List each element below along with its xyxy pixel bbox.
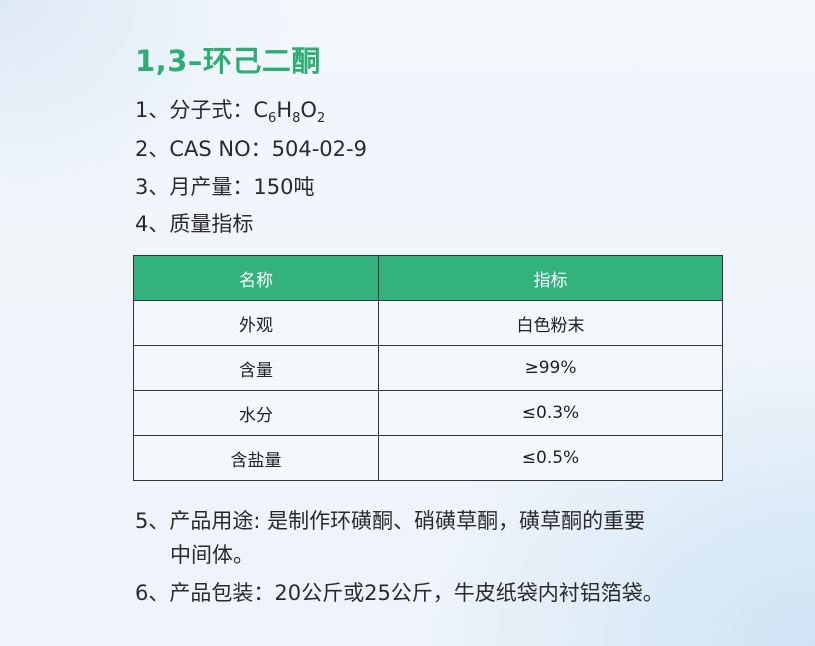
item-usage: 5、产品用途: 是制作环磺酮、硝磺草酮，磺草酮的重要 [135,509,646,533]
header-spec: 指标 [378,255,723,301]
item-cas: 2、CAS NO：504-02-9 [135,137,367,161]
formula-o: O [300,98,317,122]
cell-spec: ≤0.3% [378,390,723,436]
cell-name: 含量 [133,345,379,391]
formula-h-count: 8 [292,111,301,126]
table-header-row: 名称 指标 [133,255,723,301]
quality-table: 名称 指标 外观 白色粉末 含量 ≥99% 水分 ≤0.3% 含盐量 ≤0.5% [133,255,723,481]
cell-name: 水分 [133,390,379,436]
formula-o-count: 2 [316,111,326,126]
formula-c-count: 6 [268,111,277,126]
item-output: 3、月产量：150吨 [135,175,315,199]
item-packaging: 6、产品包装：20公斤或25公斤，牛皮纸袋内衬铝箔袋。 [135,581,664,605]
formula-h: H [276,98,293,122]
page-title: 1,3–环己二酮 [135,44,321,78]
cell-spec: ≥99% [378,345,723,391]
item-quality: 4、质量指标 [135,212,254,236]
cell-spec: 白色粉末 [378,300,723,346]
item-formula: 1、分子式：C6H8O2 [135,94,325,126]
cell-name: 外观 [133,300,379,346]
formula-label: 1、分子式： [135,98,254,122]
header-name: 名称 [133,255,379,301]
cell-name: 含盐量 [133,435,379,481]
cell-spec: ≤0.5% [378,435,723,481]
table-row: 水分 ≤0.3% [133,390,723,436]
table-row: 含盐量 ≤0.5% [133,435,723,481]
formula-c: C [253,98,269,122]
table-row: 含量 ≥99% [133,345,723,391]
table-row: 外观 白色粉末 [133,300,723,346]
item-usage-cont: 中间体。 [170,543,254,567]
